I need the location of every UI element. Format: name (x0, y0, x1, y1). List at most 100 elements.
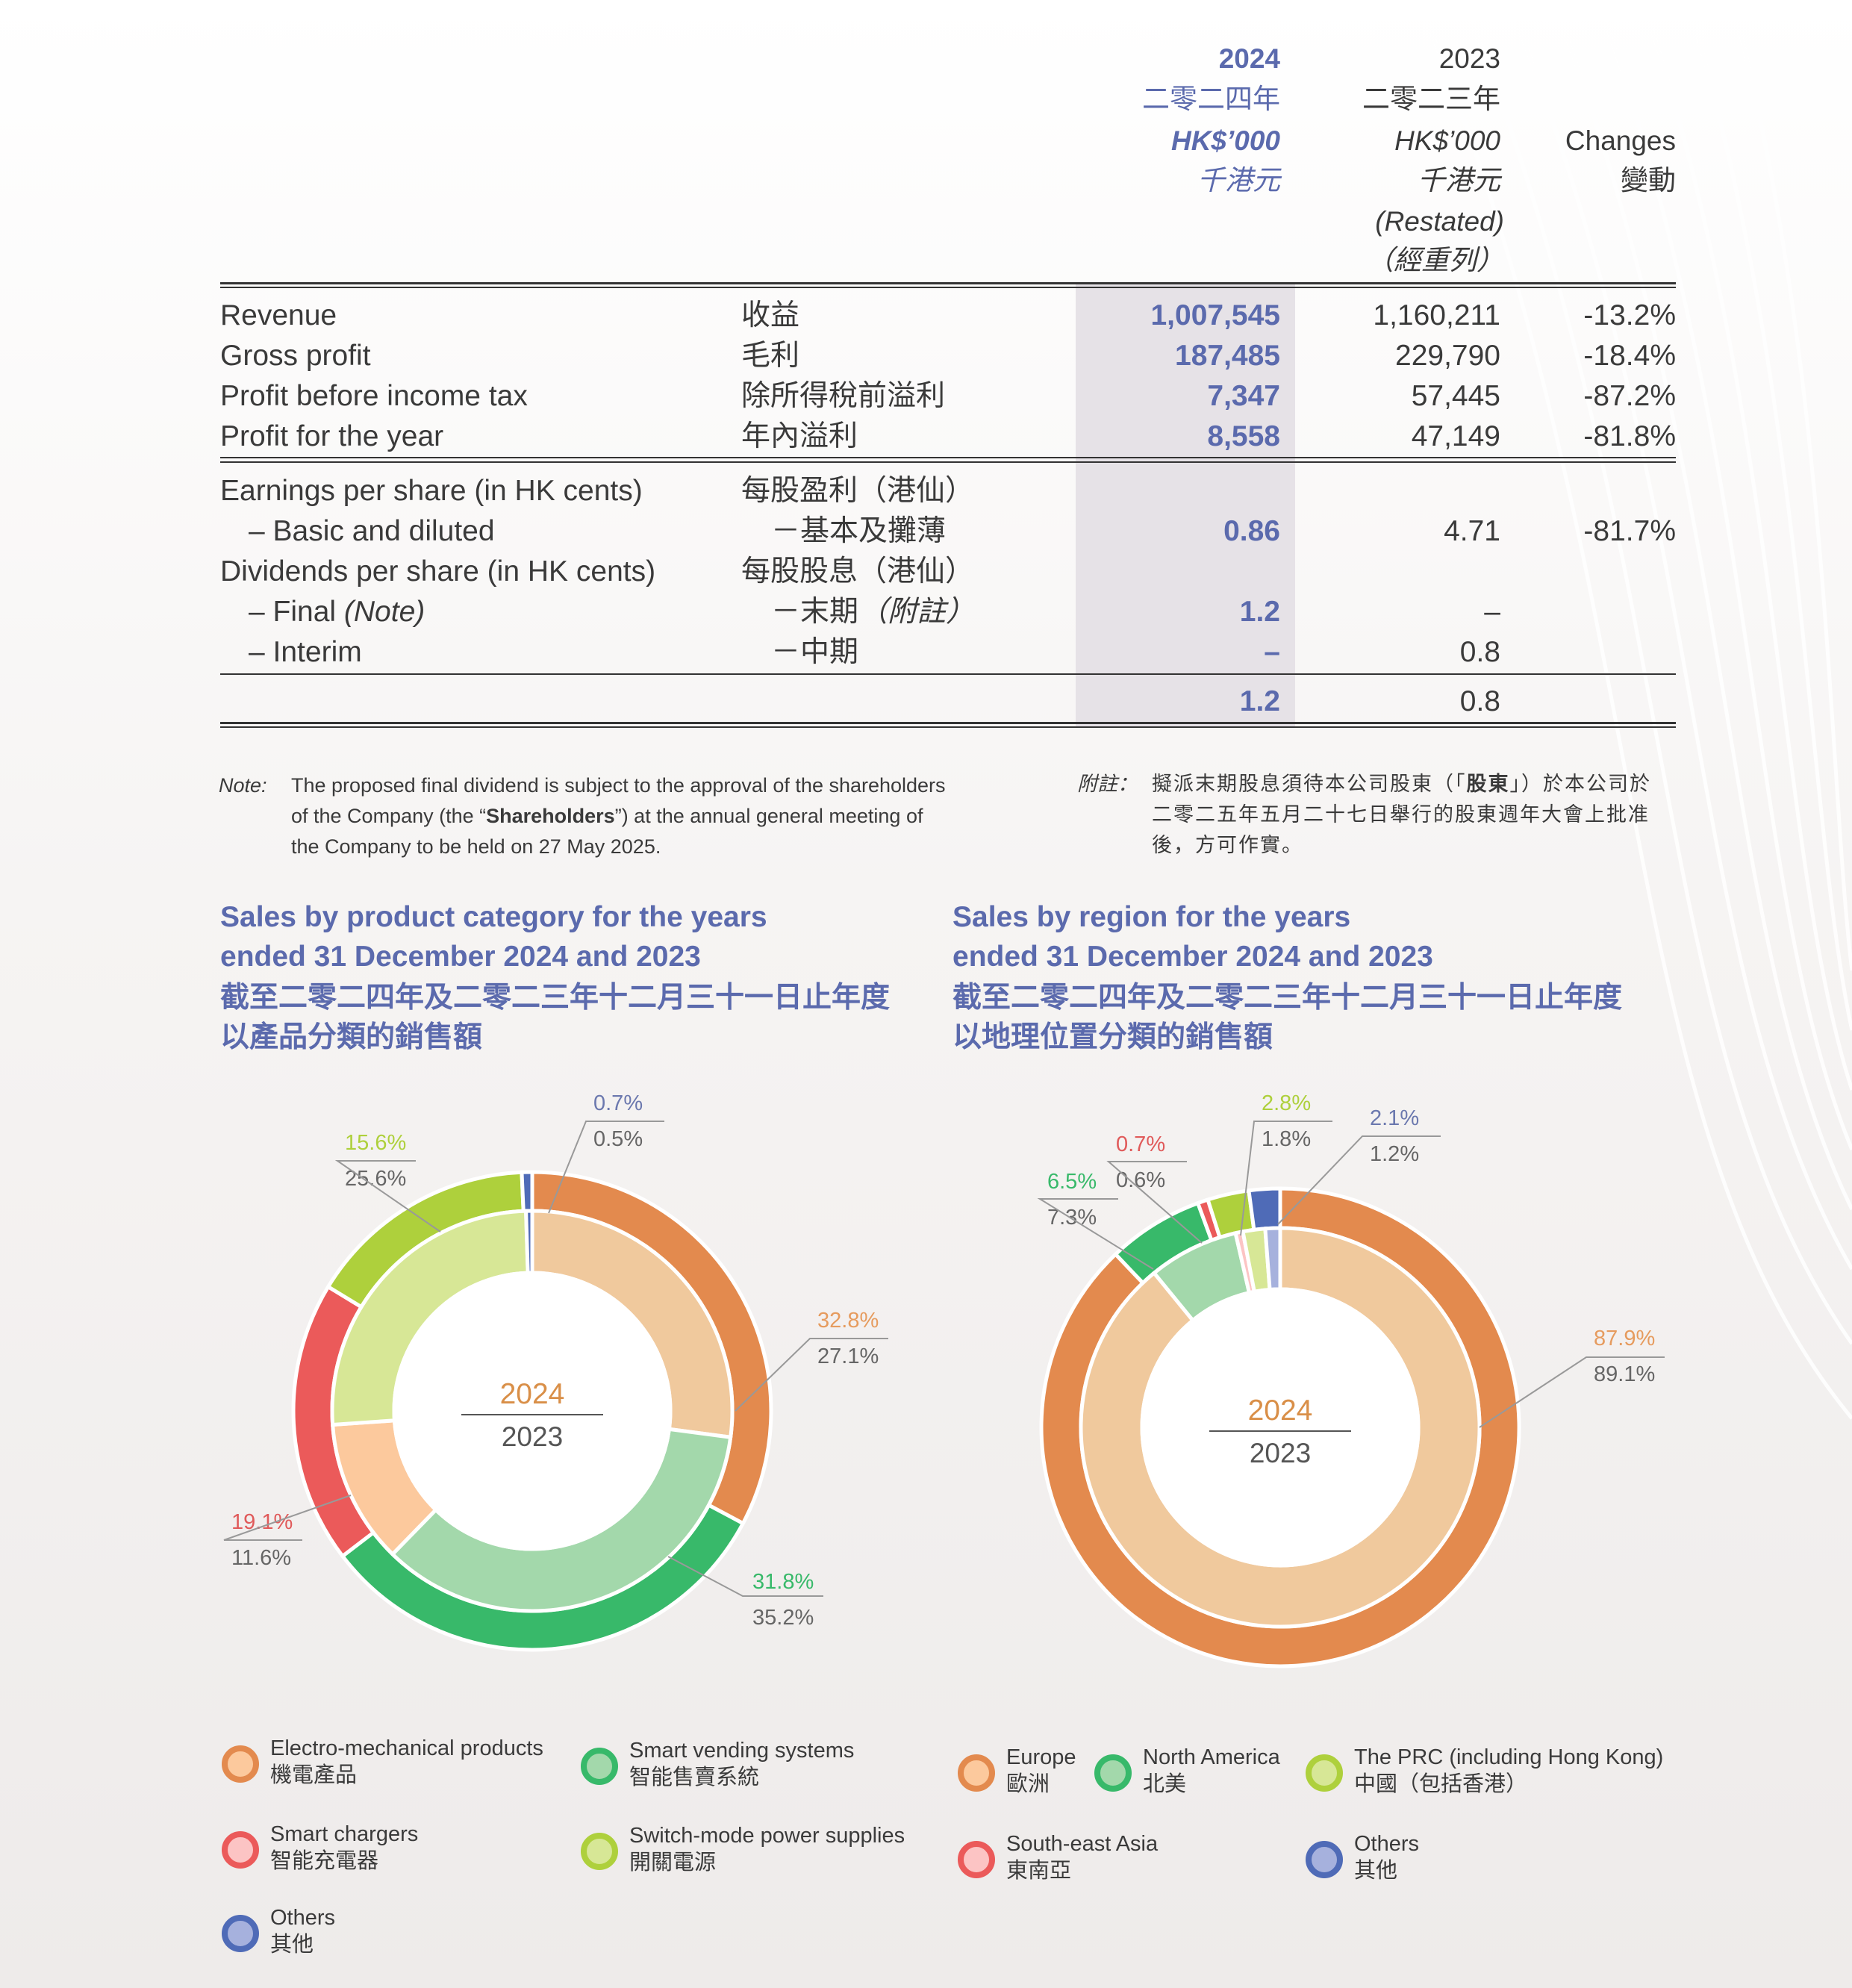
legend-label-cn: 歐洲 (1006, 1772, 1050, 1796)
col-2023-restated: (Restated) (1375, 206, 1504, 237)
row-label-cn: 除所得稅前溢利 (741, 380, 946, 412)
legend-label-cn: 東南亞 (1006, 1859, 1072, 1883)
value-2024: 187,485 (1175, 340, 1280, 372)
chart2-title-cn-1: 截至二零二四年及二零二三年十二月三十一日止年度 (952, 982, 1623, 1014)
value-2023: 57,445 (1411, 380, 1500, 412)
rule (220, 287, 1676, 288)
eps-basic-label: – Basic and diluted (249, 515, 495, 547)
data-label-2024: 2.8% (1262, 1091, 1311, 1115)
chart1-title-cn-2: 以產品分類的銷售額 (220, 1021, 483, 1053)
legend-label: South-east Asia (1006, 1832, 1159, 1856)
dps-final-2023: – (1484, 596, 1500, 628)
col-2023-unit-cn: 千港元 (1418, 165, 1500, 196)
data-label-2023: 11.6% (231, 1546, 291, 1570)
rule (220, 722, 1676, 724)
outer-slice-others (520, 1170, 534, 1213)
note-line-2: of the Company (the “Shareholders”) at t… (291, 805, 923, 827)
center-label-2023: 2023 (1250, 1438, 1311, 1468)
legend-swatch-icon (222, 1915, 259, 1952)
data-label-2024: 32.8% (817, 1309, 879, 1333)
value-2024: 8,558 (1207, 420, 1280, 452)
data-label-2024: 31.8% (752, 1570, 814, 1594)
donut-center (392, 1271, 673, 1551)
value-change: -18.4% (1583, 340, 1676, 372)
rule (220, 461, 1676, 463)
chart1-title-cn-1: 截至二零二四年及二零二三年十二月三十一日止年度 (220, 982, 891, 1014)
leader-line (1240, 1121, 1332, 1236)
col-2023-year: 2023 (1438, 43, 1500, 74)
legend-label: Switch-mode power supplies (629, 1824, 905, 1848)
col-changes-cn: 變動 (1621, 165, 1676, 196)
dps-total-2023: 0.8 (1459, 685, 1500, 717)
data-label-2024: 0.7% (593, 1091, 643, 1115)
data-label-2024: 15.6% (345, 1131, 406, 1155)
col-2023-unit: HK$’000 (1394, 125, 1500, 156)
data-label-2024: 6.5% (1047, 1170, 1097, 1194)
legend-swatch-icon (1306, 1841, 1343, 1878)
chart1-title-line-2: ended 31 December 2024 and 2023 (220, 941, 701, 973)
value-2024: 1,007,545 (1150, 299, 1280, 331)
legend-swatch-icon (222, 1831, 259, 1869)
legend-label-cn: 其他 (270, 1933, 314, 1957)
data-label-2023: 0.6% (1116, 1168, 1165, 1192)
dps-title-cn: 每股股息（港仙） (741, 555, 975, 588)
note-cn-line-3: 後，方可作實。 (1152, 834, 1303, 856)
leader-line (1277, 1135, 1441, 1225)
value-change: -13.2% (1583, 299, 1676, 331)
donut-region: 2024 2023 87.9% 89.1% 6.5% 7.3% 0.7% 0.6% 2.8% 1.… (1037, 1091, 1665, 1668)
rule (220, 726, 1676, 728)
col-changes: Changes (1565, 125, 1676, 156)
dps-interim-label: – Interim (249, 636, 362, 668)
legend-label: Others (1354, 1832, 1420, 1856)
note-line-1: The proposed final dividend is subject t… (291, 774, 946, 797)
data-label-2024: 0.7% (1116, 1132, 1165, 1156)
value-2023: 47,149 (1411, 420, 1500, 452)
col-2023-restated-cn: （經重列） (1366, 245, 1504, 275)
row-label: Gross profit (220, 340, 371, 372)
note-label-cn: 附註： (1077, 773, 1138, 795)
row-label-cn: 毛利 (741, 340, 800, 372)
row-label-cn: 年內溢利 (741, 420, 858, 452)
center-label-2024: 2024 (500, 1378, 565, 1410)
col-2024-unit-cn: 千港元 (1197, 165, 1280, 196)
rule (220, 457, 1676, 458)
leader-line (223, 1495, 352, 1541)
donut-center (1140, 1287, 1421, 1568)
leader-line (667, 1556, 823, 1597)
legend-label: The PRC (including Hong Kong) (1354, 1745, 1664, 1769)
note-label: Note: (219, 774, 267, 797)
legend-swatch-icon (958, 1841, 995, 1878)
legend-label-cn: 中國（包括香港） (1354, 1772, 1528, 1796)
leader-line (735, 1338, 888, 1412)
data-label-2023: 0.5% (593, 1127, 643, 1151)
row-label: Profit before income tax (220, 380, 528, 412)
legend-swatch-icon (1094, 1754, 1132, 1792)
legend-label-cn: 其他 (1354, 1859, 1398, 1883)
center-label-2023: 2023 (502, 1421, 563, 1452)
note-line-3: the Company to be held on 27 May 2025. (291, 835, 661, 858)
col-2024-year: 2024 (1218, 43, 1280, 74)
chart2-title-cn-2: 以地理位置分類的銷售額 (952, 1021, 1273, 1053)
dps-title: Dividends per share (in HK cents) (220, 555, 656, 588)
eps-change: -81.7% (1583, 515, 1676, 547)
note-cn-line-2: 二零二五年五月二十七日舉行的股東週年大會上批准 (1152, 803, 1650, 826)
leader-line (1037, 1198, 1154, 1270)
leader-line (1479, 1356, 1665, 1428)
data-label-2023: 89.1% (1594, 1362, 1655, 1386)
inner-slice-others (1263, 1226, 1282, 1292)
column-2024-highlight (1076, 284, 1295, 727)
inner-slice-others (524, 1209, 534, 1275)
dps-interim-2024: – (1264, 636, 1280, 668)
data-label-2023: 35.2% (752, 1606, 814, 1630)
dps-final-2024: 1.2 (1239, 596, 1280, 628)
eps-title-cn: 每股盈利（港仙） (741, 475, 975, 507)
rule (220, 282, 1676, 284)
legend-label: Smart vending systems (629, 1739, 855, 1763)
dps-final-label: – Final (Note) (249, 596, 425, 628)
data-label-2024: 19.1% (231, 1510, 293, 1534)
legend-label-cn: 機電產品 (270, 1763, 358, 1787)
legend-label-cn: 智能售賣系統 (629, 1766, 760, 1789)
data-label-2023: 27.1% (817, 1344, 879, 1368)
leader-line (548, 1121, 664, 1214)
